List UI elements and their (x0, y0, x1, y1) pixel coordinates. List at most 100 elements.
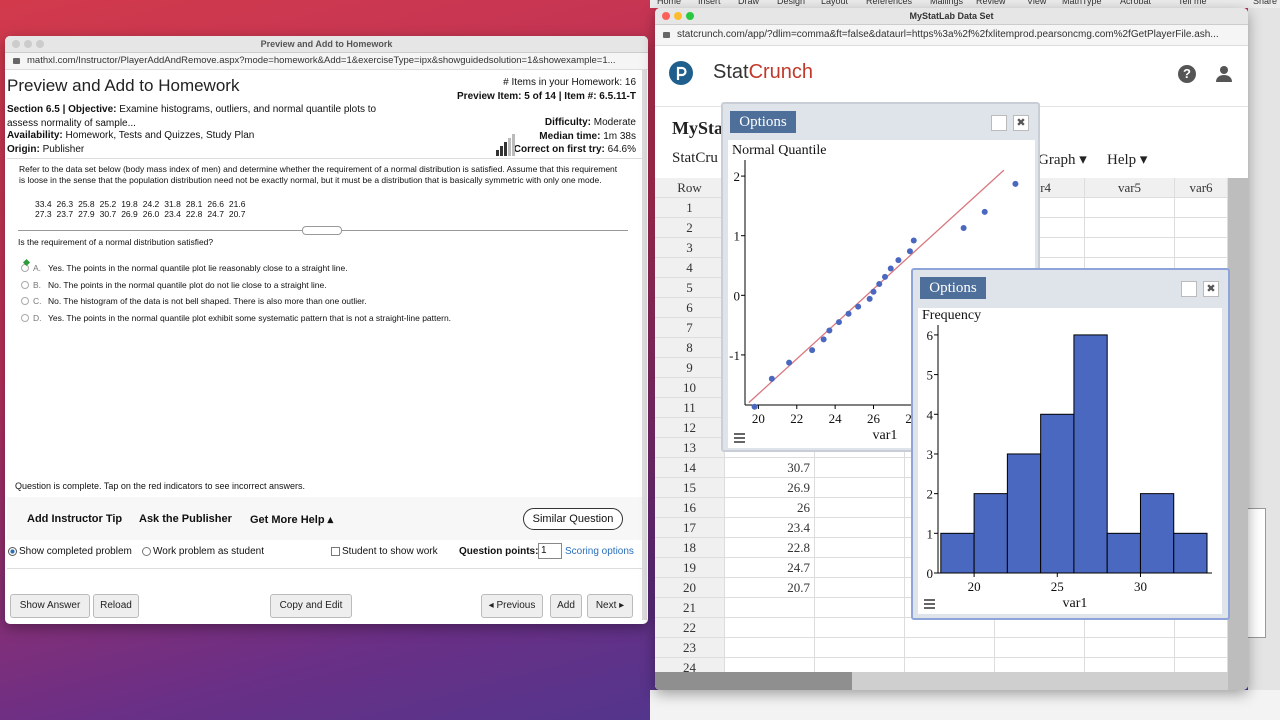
empty-cell (1085, 218, 1175, 238)
copy-edit-button[interactable]: Copy and Edit (270, 594, 352, 618)
data-value: 26.9 (121, 209, 138, 219)
data-row: 27.3 23.7 27.9 30.7 26.9 26.0 23.4 22.8 24.7 20.7 (35, 209, 250, 219)
pearson-logo (669, 61, 693, 85)
minimize-dot[interactable] (674, 12, 682, 20)
close-dot[interactable] (12, 40, 20, 48)
y-tick-label: 4 (927, 407, 934, 422)
point (906, 248, 913, 255)
expand-icon[interactable] (991, 115, 1007, 131)
data-value: 25.2 (99, 199, 117, 209)
checkbox[interactable] (331, 547, 340, 556)
point (882, 273, 888, 280)
cell-value: 30.7 (725, 458, 815, 478)
close-dot[interactable] (662, 12, 670, 20)
menu-item: Tell me (1178, 0, 1207, 6)
data-value: 27.3 (35, 209, 52, 219)
row-number: 4 (655, 258, 725, 278)
correct-first-try: Correct on first try: 64.6% (514, 144, 636, 155)
zoom-dot[interactable] (686, 12, 694, 20)
bar-icon (500, 146, 503, 156)
empty-cell (1175, 238, 1228, 258)
menu-statcrunch[interactable]: StatCru (672, 150, 718, 166)
reload-button[interactable]: Reload (93, 594, 139, 618)
empty-cell (995, 218, 1085, 238)
empty-cell (1175, 198, 1228, 218)
option-letter: D. (33, 313, 42, 324)
data-rows: 33.4 26.3 25.8 25.2 19.8 24.2 31.8 28.1 26.6 21.6… (35, 199, 250, 219)
empty-cell (1085, 638, 1175, 658)
next-button[interactable]: Next ▸ (587, 594, 633, 618)
points-input[interactable]: 1 (538, 543, 562, 559)
y-tick-label: -1 (729, 348, 740, 363)
value: Homework, Tests and Quizzes, Study Plan (65, 130, 255, 141)
row-number: 5 (655, 278, 725, 298)
close-icon[interactable]: ✖ (1013, 115, 1029, 131)
menu-help[interactable]: Help ▾ (1107, 152, 1148, 168)
option-radio[interactable] (21, 297, 29, 306)
cell-value: 26.9 (725, 478, 815, 498)
label: Origin: (7, 144, 40, 155)
scoring-options-link[interactable]: Scoring options (565, 546, 634, 557)
close-icon[interactable]: ✖ (1203, 281, 1219, 297)
status: Question is complete. Tap on the red ind… (15, 481, 305, 491)
menu-graph[interactable]: Graph ▾ (1038, 152, 1087, 168)
menu-icon (734, 433, 745, 443)
option-letter: A. (33, 263, 42, 273)
bar (1006, 453, 1042, 574)
empty-cell (1085, 238, 1175, 258)
add-button[interactable]: Add (550, 594, 582, 618)
minimize-dot[interactable] (24, 40, 32, 48)
scrollbar (642, 70, 647, 620)
x-tick-label: 24 (829, 411, 843, 426)
options-button[interactable]: Options (730, 111, 796, 133)
scrollbar-thumb[interactable] (655, 672, 852, 690)
previous-button[interactable]: ◂ Previous (481, 594, 543, 618)
more-help-link[interactable]: Get More Help ▴ (250, 514, 334, 526)
menu-item: Review (976, 0, 1006, 6)
similar-question-button[interactable]: Similar Question (523, 508, 623, 530)
show-answer-button[interactable]: Show Answer (10, 594, 90, 618)
menu-item: Acrobat (1120, 0, 1152, 6)
empty-cell (995, 618, 1085, 638)
row-number: 2 (655, 218, 725, 238)
url-bar (5, 53, 648, 70)
radio[interactable] (142, 547, 151, 556)
expand-icon[interactable] (1181, 281, 1197, 297)
question-prompt: Is the requirement of a normal distribut… (18, 237, 214, 247)
y-tick-label: 0 (927, 566, 934, 581)
difficulty: Difficulty: Moderate (545, 117, 636, 128)
menu-icon (924, 599, 935, 609)
vertical-scrollbar (1228, 178, 1248, 690)
cell-value: 20.7 (725, 578, 815, 598)
window-title: Preview and Add to Homework (260, 39, 393, 49)
options-button[interactable]: Options (920, 277, 986, 299)
items-count: # Items in your Homework: 16 (503, 77, 636, 88)
option-text: No. The points in the normal quantile pl… (48, 279, 327, 290)
data-row: 33.4 26.3 25.8 25.2 19.8 24.2 31.8 28.1 26.6 21.6 (35, 199, 250, 209)
share-button: Share (1253, 0, 1278, 6)
separator-handle[interactable] (302, 226, 342, 235)
zoom-dot[interactable] (36, 40, 44, 48)
cell-value (725, 618, 815, 638)
value: Moderate (593, 117, 636, 128)
empty-cell (815, 458, 905, 478)
option-radio[interactable] (21, 280, 29, 289)
empty-cell (815, 578, 905, 598)
data-value: 24.7 (207, 209, 224, 219)
x-axis-label: var1 (1063, 596, 1088, 611)
value: 1m 38s (603, 131, 636, 142)
option-radio[interactable] (21, 314, 29, 323)
origin: Origin: Publisher (7, 144, 84, 155)
option-text: Yes. The points in the normal quantile p… (48, 263, 348, 273)
user-icon[interactable] (1215, 65, 1233, 83)
ask-publisher-link[interactable]: Ask the Publisher (139, 513, 232, 525)
radio[interactable] (8, 547, 17, 556)
cell-value: 24.7 (725, 558, 815, 578)
title-bar: Preview and Add to Homework (5, 36, 648, 53)
x-axis-label: var1 (873, 428, 898, 443)
logo-circle (669, 61, 693, 85)
url: mathxl.com/Instructor/PlayerAddAndRemove… (27, 55, 616, 66)
add-tip-link[interactable]: Add Instructor Tip (27, 513, 123, 525)
help-icon[interactable]: ? (1178, 65, 1196, 83)
